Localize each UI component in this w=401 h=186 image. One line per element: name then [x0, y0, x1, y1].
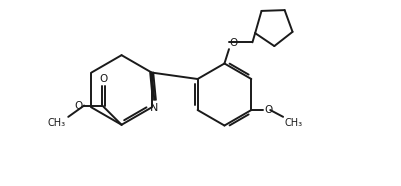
- Text: N: N: [150, 103, 158, 113]
- Text: O: O: [99, 74, 107, 84]
- Text: CH₃: CH₃: [284, 118, 302, 128]
- Text: O: O: [74, 100, 83, 110]
- Text: O: O: [264, 105, 272, 115]
- Text: CH₃: CH₃: [48, 118, 66, 128]
- Text: O: O: [229, 38, 237, 48]
